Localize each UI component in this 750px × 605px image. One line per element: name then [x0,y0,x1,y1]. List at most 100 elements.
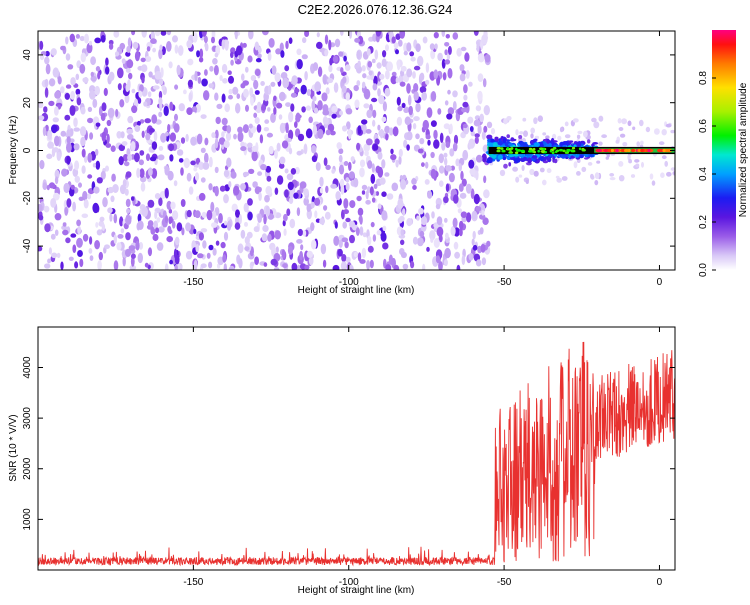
spectrogram-cell [70,233,77,238]
spectrogram-cell [332,55,339,63]
spectrogram-cell [452,217,458,228]
spectrogram-cell [530,133,534,139]
spectrogram-cell [104,244,110,249]
spectrogram-cell [173,123,180,133]
spectrogram-cell [76,97,82,106]
spectrogram-cell [291,75,298,86]
spectrogram-cell [515,176,520,183]
spectrogram-cell [202,240,207,249]
x-tick-label: 0 [657,277,663,288]
spectrogram-cell [415,133,420,140]
spectrogram-cell [183,157,190,169]
spectrogram-cell [400,239,405,246]
spectrogram-cell [225,132,232,141]
spectrogram-cell [211,132,216,139]
spectrogram-cell [299,181,307,189]
signal-cell [666,148,671,153]
spectrogram-cell [96,177,103,184]
spectrogram-cell [154,31,161,37]
spectrogram-cell [391,71,397,77]
y-tick-label: -20 [22,191,33,206]
spectrogram-cell [519,131,524,135]
spectrogram-cell [296,59,303,70]
signal-cell [607,148,611,153]
spectrogram-cell [661,155,667,160]
spectrogram-cell [235,209,240,218]
spectrogram-cell [380,232,387,242]
spectrogram-cell [294,166,300,175]
spectrogram-cell [459,73,466,82]
spectrogram-cell [367,160,373,169]
spectrogram-cell [247,198,253,206]
signal-cell [552,146,557,150]
spectrogram-cell [188,186,194,195]
spectrogram-cell [577,141,582,147]
spectrogram-cell [69,33,76,43]
spectrogram-cell [146,46,151,52]
spectrogram-cell [300,244,304,251]
spectrogram-cell [403,50,408,56]
spectrogram-cell [464,52,470,62]
spectrogram-cell [444,42,450,47]
spectrogram-cell [90,75,97,82]
spectrogram-cell [347,128,352,140]
spectrogram-cell [424,179,430,185]
spectrogram-cell [402,263,409,270]
spectrogram-cell [374,138,380,145]
spectrogram-cell [426,246,430,252]
x-tick-label: -150 [183,277,203,288]
spectrogram-cell [273,267,280,270]
spectrogram-cell [69,128,74,137]
spectrogram-cell [538,157,545,161]
spectrogram-cell [670,167,675,171]
spectrogram-cell [250,261,255,266]
spectrogram-cell [152,85,160,90]
spectrogram-cell [243,202,249,213]
spectrogram-cell [288,147,293,155]
spectrogram-cell [400,65,407,72]
spectrogram-cell [345,217,351,223]
spectrogram-cell [402,174,407,180]
spectrogram-cell [130,253,136,259]
spectrogram-cell [443,196,449,204]
spectrogram-cell [438,261,443,270]
spectrogram-cell [504,141,511,148]
spectrogram-cell [362,232,367,238]
spectrogram-cell [468,159,475,169]
spectrogram-cell [263,127,270,132]
spectrogram-cell [413,91,419,101]
spectrogram-cell [512,166,518,172]
spectrogram-cell [88,40,93,46]
spectrogram-cell [219,75,223,81]
signal-cell [539,147,544,150]
spectrogram-cell [322,109,330,116]
spectrogram-cell [228,75,234,84]
spectrogram-cell [545,135,550,139]
spectrogram-cell [431,211,435,219]
spectrogram-cell [93,186,100,194]
spectrogram-cell [97,71,101,80]
spectrogram-cell [649,173,654,180]
spectrogram-cell [43,205,50,213]
spectrogram-cell [39,54,45,61]
spectrogram-cell [348,161,352,171]
spectrogram-cell [94,85,100,96]
spectrogram-cell [409,51,415,57]
spectrogram-cell [236,93,241,99]
spectrogram-cell [87,117,94,124]
spectrogram-cell [221,39,226,50]
spectrogram-cell [168,209,173,214]
spectrogram-cell [178,103,185,112]
spectrogram-cell [479,227,484,235]
spectrogram-cell [286,173,294,181]
spectrogram-cell [274,230,282,240]
spectrogram-cell [51,252,58,259]
spectrogram-cell [188,92,193,102]
spectrogram-cell [154,71,162,80]
spectrogram-cell [156,217,161,223]
spectrogram-cell [425,79,430,85]
spectrogram-cell [221,117,228,126]
spectrogram-cell [324,211,331,220]
spectrogram-cell [208,83,214,89]
spectrogram-cell [618,127,624,131]
